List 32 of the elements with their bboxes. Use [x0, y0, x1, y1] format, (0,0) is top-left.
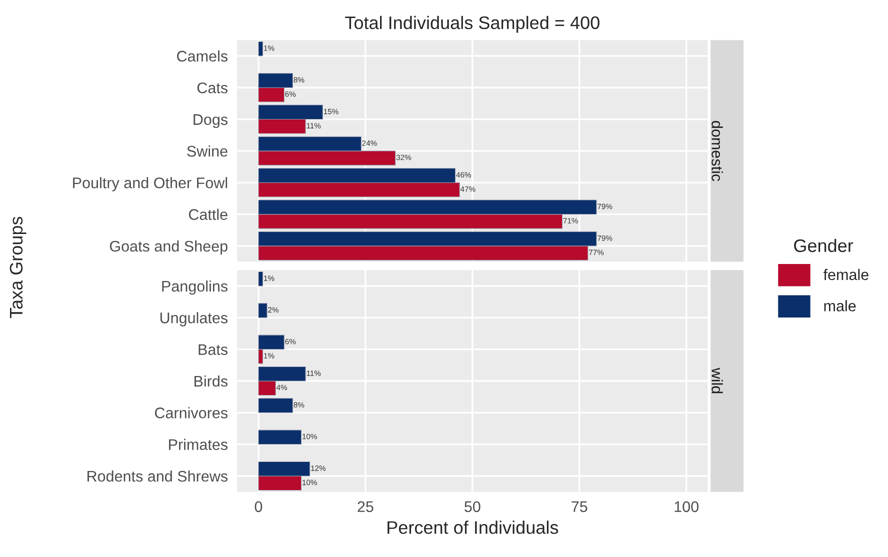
y-tick-label: Dogs: [194, 114, 228, 128]
x-tick-label: 100: [674, 501, 698, 512]
y-tick-label: Pangolins: [162, 280, 228, 295]
x-tick-label: 50: [464, 501, 480, 512]
y-tick-label: Carnivores: [154, 407, 228, 418]
y-tick-label: Rodents and Shrews: [88, 470, 228, 482]
y-tick-label: Cats: [197, 82, 228, 94]
y-tick-label: Goats and Sheep: [110, 240, 228, 255]
x-tick-label: 25: [358, 501, 374, 512]
legend-label: female: [823, 268, 868, 280]
y-tick-label: Bats: [198, 344, 228, 356]
y-tick-label: Cattle: [188, 208, 228, 220]
chart-title: Total Individuals Sampled = 400: [345, 16, 600, 33]
text: wild: [712, 368, 723, 394]
x-tick-label: 75: [572, 501, 588, 512]
y-tick-label: Birds: [194, 375, 228, 387]
legend-label: male: [824, 300, 856, 312]
x-axis-title: Percent of Individuals: [388, 520, 558, 534]
bar: [258, 303, 268, 318]
bar: [258, 271, 264, 286]
y-tick-label: Poultry and Other Fowl: [73, 177, 228, 192]
x-tick-label: 0: [254, 501, 262, 512]
y-tick-label: Ungulates: [160, 312, 228, 326]
y-axis-title: Taxa Groups: [10, 216, 26, 318]
bar: [258, 41, 264, 56]
bar: [258, 398, 293, 413]
y-tick-label: Primates: [169, 438, 228, 450]
text: domestic: [712, 121, 723, 182]
bar: [258, 430, 302, 445]
y-tick-label: Camels: [177, 50, 228, 62]
y-tick-label: Swine: [187, 145, 228, 157]
legend-title: Gender: [794, 238, 854, 252]
